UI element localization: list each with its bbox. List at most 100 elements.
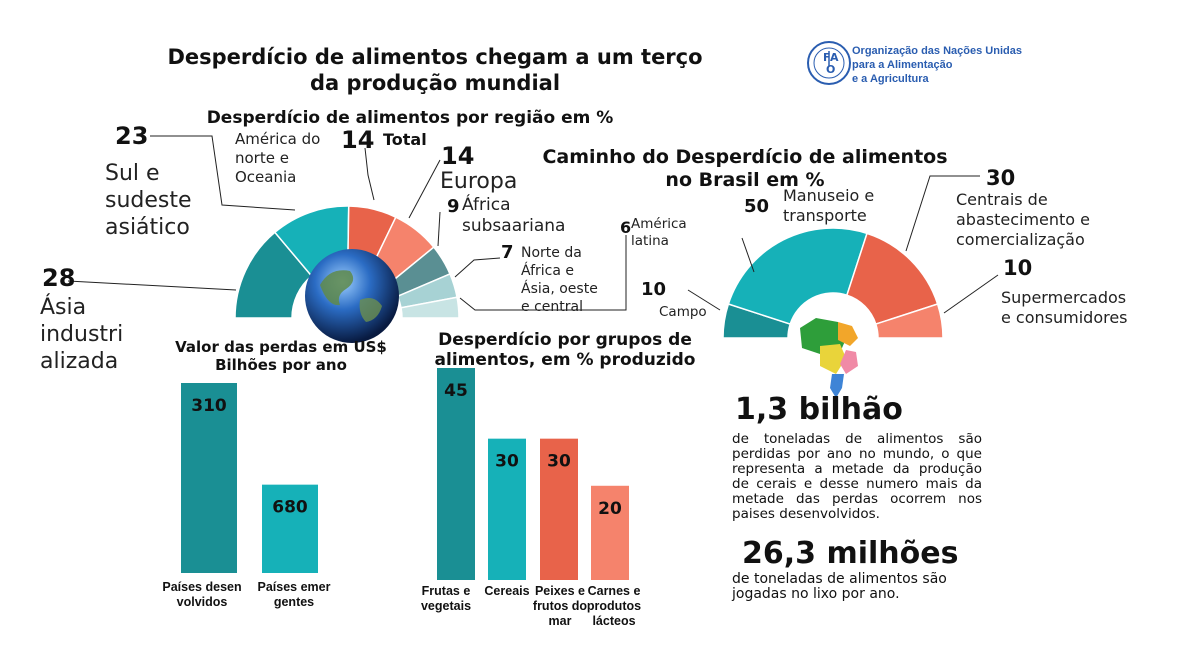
brazil-map-region bbox=[838, 322, 858, 346]
losses-category-desenvolvidos: Países desen volvidos bbox=[162, 580, 242, 610]
fao-name-line: para a Alimentação bbox=[852, 59, 953, 71]
region-total-label: Total bbox=[383, 130, 427, 149]
groups-category-cereais: Cereais bbox=[484, 584, 530, 598]
label-line: Supermercados bbox=[1001, 288, 1127, 307]
category-line: produtos bbox=[586, 599, 642, 613]
label-line: comercialização bbox=[956, 230, 1085, 249]
svg-text:A: A bbox=[830, 51, 839, 64]
leader-line bbox=[67, 280, 237, 291]
brazil-label-centrais: Centrais de abastecimento e comercializa… bbox=[956, 190, 1090, 250]
brazil-chart-title: Caminho do Desperdício de alimentos no B… bbox=[500, 146, 990, 192]
losses-bar bbox=[262, 484, 318, 573]
brazil-label-campo: Campo bbox=[659, 304, 707, 320]
brazil-value-centrais: 30 bbox=[986, 166, 1016, 190]
leader-line bbox=[459, 235, 627, 311]
category-line: volvidos bbox=[176, 595, 228, 609]
category-line: Países emer bbox=[257, 580, 331, 594]
globe-icon bbox=[305, 249, 399, 343]
label-line: América do bbox=[235, 130, 321, 148]
label-line: asiático bbox=[105, 215, 190, 240]
losses-bar-value: 310 bbox=[191, 396, 227, 416]
fao-name: Organização das Nações Unidas para a Ali… bbox=[852, 44, 1022, 86]
region-value-sul-sudeste: 23 bbox=[115, 122, 149, 150]
label-line: Oceania bbox=[235, 168, 297, 186]
region-value-asia-industrializada: 28 bbox=[42, 264, 76, 292]
label-line: Centrais de bbox=[956, 190, 1048, 209]
fao-name-line: e a Agricultura bbox=[852, 73, 929, 85]
leader-line bbox=[905, 175, 980, 252]
label-line: industri bbox=[40, 322, 124, 347]
stat-text-bilhao: de toneladas de alimentos são perdidas p… bbox=[732, 431, 982, 522]
region-value-america-norte: 14 bbox=[341, 126, 375, 154]
svg-text:F: F bbox=[823, 51, 831, 64]
title-line: Bilhões por ano bbox=[215, 356, 347, 374]
leader-line bbox=[408, 159, 441, 219]
region-label-america-latina: América latina bbox=[631, 216, 687, 250]
category-line: gentes bbox=[273, 595, 315, 609]
region-label-asia-industrializada: Ásia industri alizada bbox=[40, 294, 123, 375]
brazil-map-region bbox=[820, 344, 846, 374]
leader-line bbox=[454, 257, 501, 278]
brazil-label-manuseio: Manuseio e transporte bbox=[783, 186, 874, 226]
groups-category-peixes: Peixes e frutos do mar bbox=[530, 584, 590, 629]
region-label-sul-sudeste: Sul e sudeste asiático bbox=[105, 160, 192, 241]
groups-category-frutas: Frutas e vegetais bbox=[411, 584, 481, 614]
title-line: Caminho do Desperdício de alimentos bbox=[542, 146, 948, 168]
category-line: vegetais bbox=[420, 599, 472, 613]
groups-bar bbox=[540, 438, 578, 580]
title-line: alimentos, em % produzido bbox=[434, 350, 696, 370]
region-label-norte-africa: Norte da África e Ásia, oeste e central bbox=[521, 244, 598, 316]
leader-line bbox=[687, 289, 721, 311]
brazil-label-supermercados: Supermercados e consumidores bbox=[1001, 288, 1128, 328]
globe-land bbox=[359, 298, 382, 322]
category-line: frutos do bbox=[532, 599, 588, 613]
label-line: e consumidores bbox=[1001, 308, 1128, 327]
losses-bar bbox=[181, 383, 237, 573]
groups-chart-title: Desperdício por grupos de alimentos, em … bbox=[410, 330, 720, 370]
category-line: mar bbox=[548, 614, 572, 628]
groups-bar bbox=[488, 438, 526, 580]
title-line: no Brasil em % bbox=[665, 169, 825, 191]
title-line: Valor das perdas em US$ bbox=[175, 338, 387, 356]
groups-bar-value: 30 bbox=[495, 452, 519, 472]
groups-bar-value: 20 bbox=[598, 499, 622, 519]
leader-line bbox=[943, 274, 999, 314]
brazil-slice bbox=[874, 303, 944, 339]
brazil-value-supermercados: 10 bbox=[1003, 256, 1033, 280]
leader-line bbox=[437, 211, 441, 247]
groups-bar bbox=[437, 368, 475, 580]
label-line: América bbox=[631, 216, 687, 232]
label-line: latina bbox=[631, 233, 669, 249]
leader-line bbox=[150, 135, 296, 211]
label-line: Norte da bbox=[521, 245, 582, 261]
stat-text-milhoes: de toneladas de alimentos são jogadas no… bbox=[732, 571, 947, 602]
label-line: Sul e bbox=[105, 161, 160, 186]
brazil-map-region bbox=[840, 350, 858, 374]
category-line: Países desen bbox=[162, 580, 242, 594]
brazil-value-manuseio: 50 bbox=[744, 196, 770, 217]
region-label-europa: Europa bbox=[440, 169, 518, 194]
title-line: Desperdício por grupos de bbox=[438, 330, 692, 350]
svg-text:O: O bbox=[826, 63, 835, 76]
region-label-africa-subsaariana: África subsaariana bbox=[462, 195, 565, 237]
label-line: sudeste bbox=[105, 188, 192, 213]
label-line: África e bbox=[521, 263, 574, 279]
brazil-slice bbox=[727, 227, 868, 326]
category-line: Carnes e bbox=[587, 584, 641, 598]
globe-land bbox=[320, 270, 354, 306]
region-value-africa-subsaariana: 9 bbox=[447, 196, 460, 217]
stat-value-bilhao: 1,3 bilhão bbox=[735, 392, 903, 427]
region-value-norte-africa: 7 bbox=[501, 242, 514, 263]
region-label-america-norte: América do norte e Oceania bbox=[235, 130, 320, 187]
losses-bar-value: 680 bbox=[272, 498, 308, 518]
category-line: Peixes e bbox=[534, 584, 586, 598]
losses-category-emergentes: Países emer gentes bbox=[254, 580, 334, 610]
leader-line bbox=[364, 147, 375, 201]
fao-logo-icon: F A O bbox=[806, 40, 852, 86]
fao-name-line: Organização das Nações Unidas bbox=[852, 45, 1022, 57]
leader-line bbox=[741, 237, 755, 273]
label-line: transporte bbox=[783, 206, 867, 225]
groups-bar bbox=[591, 485, 629, 580]
label-line: subsaariana bbox=[462, 216, 566, 236]
